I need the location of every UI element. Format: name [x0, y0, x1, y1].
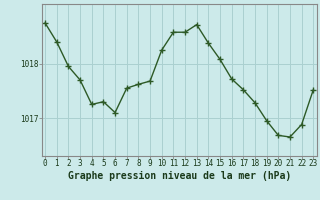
X-axis label: Graphe pression niveau de la mer (hPa): Graphe pression niveau de la mer (hPa)	[68, 171, 291, 181]
